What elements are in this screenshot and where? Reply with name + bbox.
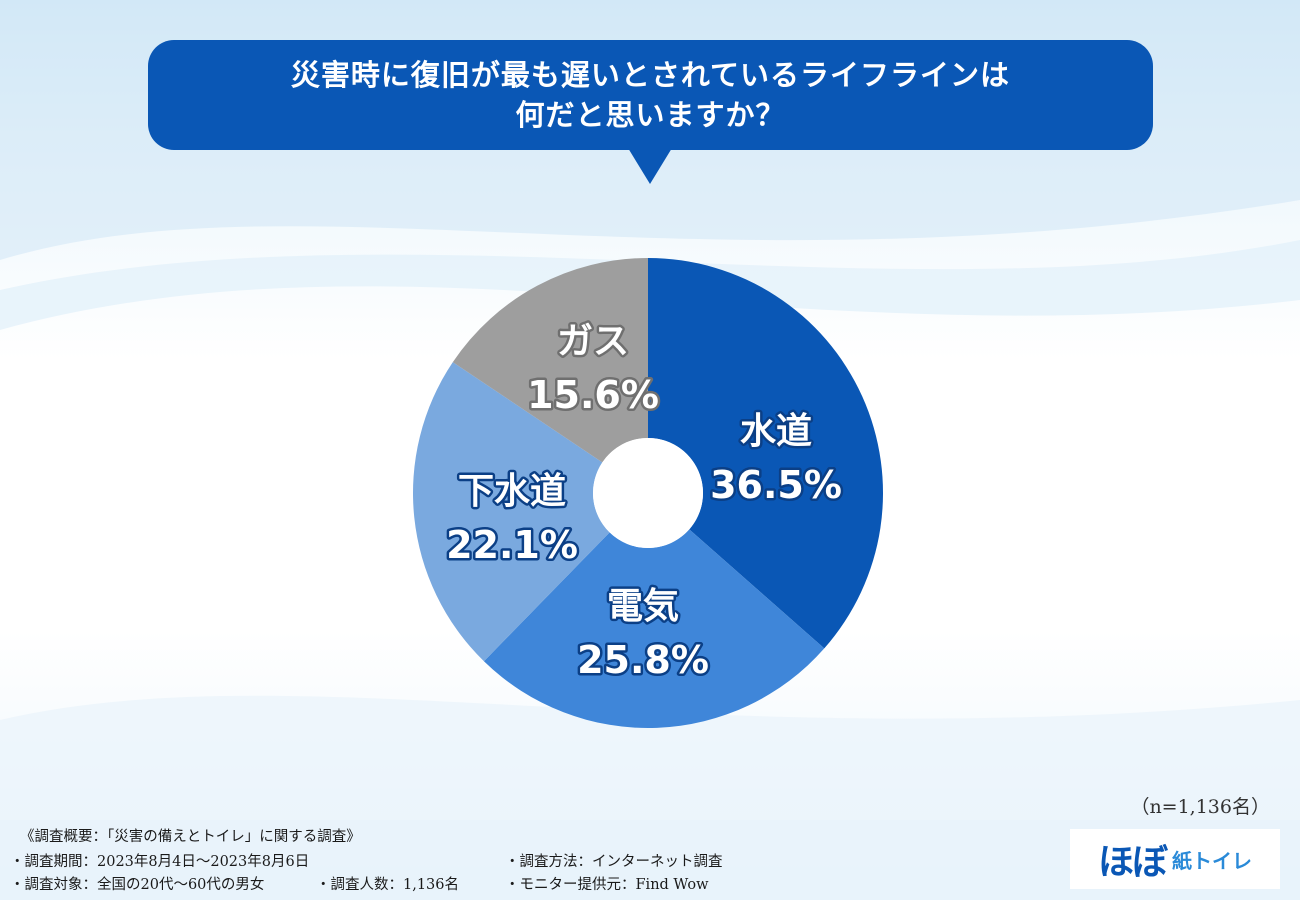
slice-electricity [483, 529, 825, 728]
slice-value-label: 22.1% [446, 523, 578, 567]
survey-target: ・調査対象：全国の20代〜60代の男女 [10, 877, 265, 893]
slice-sewer [412, 362, 610, 662]
sample-size: （n=1,136名） [1130, 796, 1270, 818]
question-bubble: 災害時に復旧が最も遅いとされているライフラインは 何だと思いますか？ [148, 40, 1153, 150]
question-line-2: 何だと思いますか？ [515, 98, 786, 132]
question-line-1: 災害時に復旧が最も遅いとされているライフラインは [290, 58, 1011, 92]
donut-hole [593, 438, 703, 548]
logo-main-text: ほぼ [1097, 842, 1168, 883]
bubble-tail [628, 148, 672, 184]
slice-value-label: 15.6% [527, 373, 659, 417]
survey-title: 《調査概要：「災害の備えとトイレ」に関する調査》 [20, 829, 361, 845]
slice-category-label: 下水道 [458, 471, 566, 512]
slice-gas [452, 258, 648, 463]
slice-water [648, 258, 883, 649]
survey-count: ・調査人数：1,136名 [316, 877, 460, 893]
slice-value-label: 25.8% [577, 638, 709, 682]
survey-period: ・調査期間：2023年8月4日〜2023年8月6日 [10, 854, 310, 870]
slice-category-label: 水道 [740, 411, 812, 452]
survey-provider: ・モニター提供元：Find Wow [505, 877, 709, 893]
slice-category-label: 電気 [607, 586, 679, 627]
logo-sub-text: 紙トイレ [1172, 848, 1252, 873]
survey-method: ・調査方法：インターネット調査 [505, 854, 723, 870]
slice-category-label: ガス [557, 321, 629, 362]
brand-logo: ほぼ 紙トイレ [1070, 829, 1280, 889]
slice-value-label: 36.5% [710, 463, 842, 507]
